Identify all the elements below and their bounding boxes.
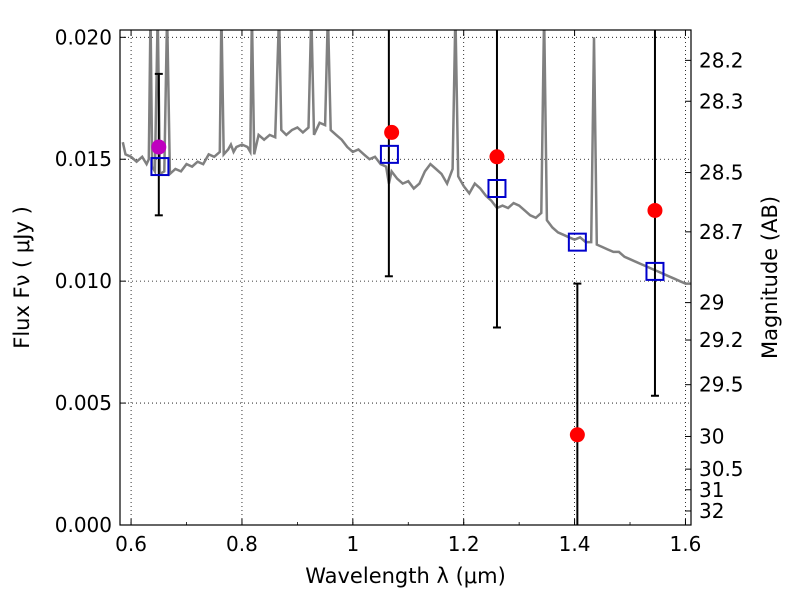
ticks: 0.6 0.8 1 1.2 1.4 1.6 0.000 0.005 0.010 0.015 0.02… (55, 25, 744, 556)
plot-frame (119, 29, 692, 526)
y2-tick-label: 29.5 (699, 373, 744, 397)
x-tick-label: 1.2 (448, 532, 480, 556)
y2-tick-label: 29.2 (699, 328, 744, 352)
y2-tick-label: 30 (699, 424, 724, 448)
y-tick-label: 0.000 (55, 513, 112, 537)
model-point (150, 157, 170, 177)
data-point (569, 427, 585, 443)
y2-tick-label: 30.5 (699, 457, 744, 481)
observed-points-series (151, 124, 663, 443)
x-axis-label: Wavelength λ (μm) (305, 564, 506, 588)
y2-tick-label: 28.7 (699, 220, 744, 244)
x-tick-label: 0.6 (115, 532, 147, 556)
model-point (379, 144, 399, 164)
y2-tick-label: 28.2 (699, 48, 744, 72)
y-tick-label: 0.020 (55, 25, 112, 49)
model-point (645, 261, 665, 281)
y2-axis-label: Magnitude (AB) (758, 196, 782, 359)
y-tick-label: 0.005 (55, 391, 112, 415)
data-point (384, 124, 400, 140)
data-point (489, 149, 505, 165)
grid-lines (120, 30, 691, 525)
x-tick-label: 1.6 (670, 532, 702, 556)
errorbar-series (154, 30, 659, 525)
spectrum-line (121, 30, 691, 285)
x-tick-label: 0.8 (226, 532, 258, 556)
y2-tick-label: 28.5 (699, 161, 744, 185)
spectrum-series (121, 30, 691, 285)
data-point (151, 139, 167, 155)
y2-tick-label: 28.3 (699, 89, 744, 113)
model-point (487, 178, 507, 198)
data-point (647, 202, 663, 218)
y-tick-label: 0.015 (55, 147, 112, 171)
model-points-series (150, 144, 665, 281)
model-point (567, 232, 587, 252)
y2-tick-label: 31 (699, 478, 724, 502)
y-tick-label: 0.010 (55, 269, 112, 293)
x-tick-label: 1 (346, 532, 359, 556)
x-tick-label: 1.4 (559, 532, 591, 556)
y-axis-label: Flux Fν ( μJy ) (10, 206, 34, 349)
y2-tick-label: 29 (699, 291, 724, 315)
y2-tick-label: 32 (699, 499, 724, 523)
